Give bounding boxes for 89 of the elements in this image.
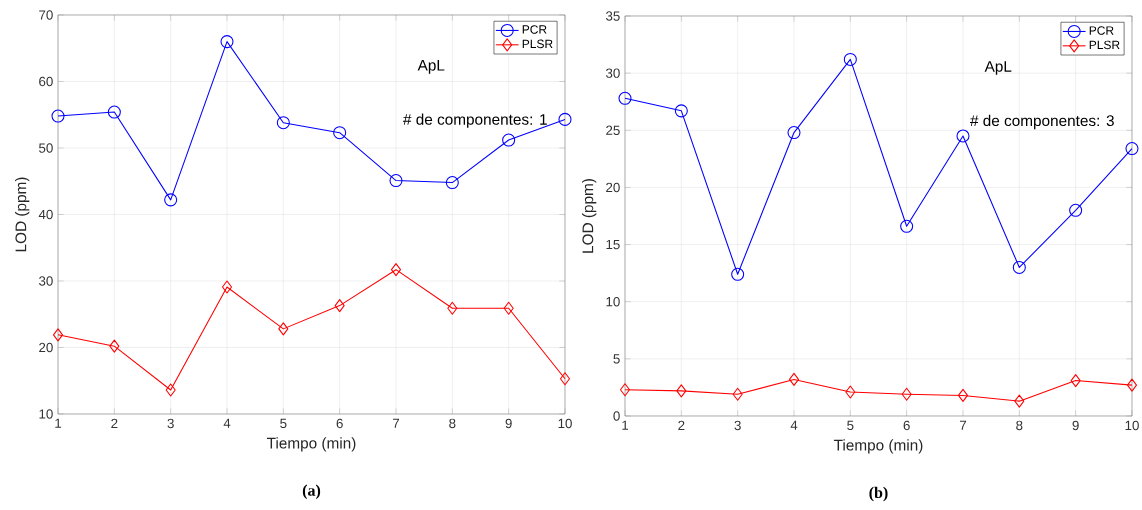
y-tick-label: 35 <box>605 11 620 21</box>
x-axis-title: Tiempo (min) <box>266 437 356 452</box>
point <box>334 299 345 313</box>
point <box>52 328 64 342</box>
point <box>333 126 347 140</box>
point <box>845 385 856 399</box>
point <box>390 263 402 277</box>
y-tick-label: 20 <box>39 342 53 353</box>
point <box>618 91 632 105</box>
x-tick-label: 7 <box>392 418 400 428</box>
x-tick-label: 5 <box>847 420 854 430</box>
y-tick-label: 10 <box>39 409 53 419</box>
legend-label: PCR <box>522 25 547 34</box>
point <box>674 104 688 118</box>
point <box>107 105 121 119</box>
x-tick-label: 9 <box>1072 420 1079 431</box>
x-tick-label: 10 <box>558 418 572 429</box>
point <box>900 219 914 233</box>
x-tick-label: 1 <box>55 418 62 428</box>
x-tick-label: 2 <box>678 420 685 431</box>
x-tick-label: 2 <box>111 418 118 429</box>
point <box>278 322 289 336</box>
point <box>502 133 516 147</box>
point <box>164 193 178 207</box>
y-tick-label: 40 <box>38 209 53 220</box>
x-tick-label: 7 <box>959 420 967 430</box>
y-tick-label: 15 <box>606 239 620 250</box>
y-axis-title: LOD (ppm) <box>15 177 30 252</box>
x-tick-label: 8 <box>1016 420 1023 431</box>
x-tick-label: 3 <box>167 418 174 429</box>
y-tick-label: 70 <box>39 10 53 20</box>
point <box>901 387 912 401</box>
x-axis-title: Tiempo (min) <box>833 439 923 454</box>
y-tick-label: 60 <box>39 76 53 87</box>
point <box>731 267 745 281</box>
x-tick-label: 3 <box>734 420 741 431</box>
y-tick-label: 30 <box>605 68 620 78</box>
point <box>1125 142 1139 156</box>
legend-label: PLSR <box>522 39 553 49</box>
x-tick-label: 9 <box>505 418 512 429</box>
point <box>1012 260 1026 274</box>
point <box>787 126 801 140</box>
y-tick-label: 0 <box>613 411 620 421</box>
point <box>558 112 572 126</box>
y-tick-label: 20 <box>606 182 620 193</box>
point <box>276 116 290 130</box>
x-tick-label: 8 <box>449 418 456 429</box>
point <box>676 384 687 398</box>
point <box>559 372 571 386</box>
text: (b) <box>869 486 888 502</box>
point <box>1070 374 1081 388</box>
y-tick-label: 50 <box>39 143 53 153</box>
x-tick-label: 4 <box>790 420 798 430</box>
x-tick-label: 6 <box>903 420 910 431</box>
legend-label: PLSR <box>1089 40 1120 50</box>
point <box>389 174 403 188</box>
x-tick-label: 5 <box>280 418 287 428</box>
y-tick-label: 5 <box>613 354 620 364</box>
x-tick-label: 10 <box>1125 420 1139 431</box>
point <box>51 109 65 123</box>
y-tick-label: 25 <box>606 125 620 135</box>
annotation: # de componentes: 3 <box>970 114 1114 130</box>
point <box>957 388 969 402</box>
point <box>1014 394 1025 408</box>
point <box>447 301 458 315</box>
x-tick-label: 1 <box>622 420 629 430</box>
annotation: ApL <box>417 60 445 74</box>
point <box>445 176 459 190</box>
point <box>503 301 514 315</box>
y-tick-label: 10 <box>606 296 620 307</box>
point <box>732 387 743 401</box>
point <box>1069 203 1083 217</box>
annotation: ApL <box>984 61 1012 75</box>
point <box>220 35 234 49</box>
point <box>619 383 631 397</box>
point <box>221 280 233 294</box>
point <box>165 383 176 397</box>
x-tick-label: 6 <box>336 418 343 429</box>
legend-label: PCR <box>1089 26 1114 35</box>
text: (a) <box>302 484 321 500</box>
point <box>956 129 970 143</box>
y-axis-title: LOD (ppm) <box>582 179 597 253</box>
point <box>843 52 857 66</box>
point <box>1126 378 1138 392</box>
point <box>109 339 120 353</box>
annotation: # de componentes: 1 <box>403 113 547 128</box>
y-tick-label: 30 <box>38 276 53 286</box>
x-tick-label: 4 <box>223 418 231 428</box>
point <box>788 372 800 386</box>
